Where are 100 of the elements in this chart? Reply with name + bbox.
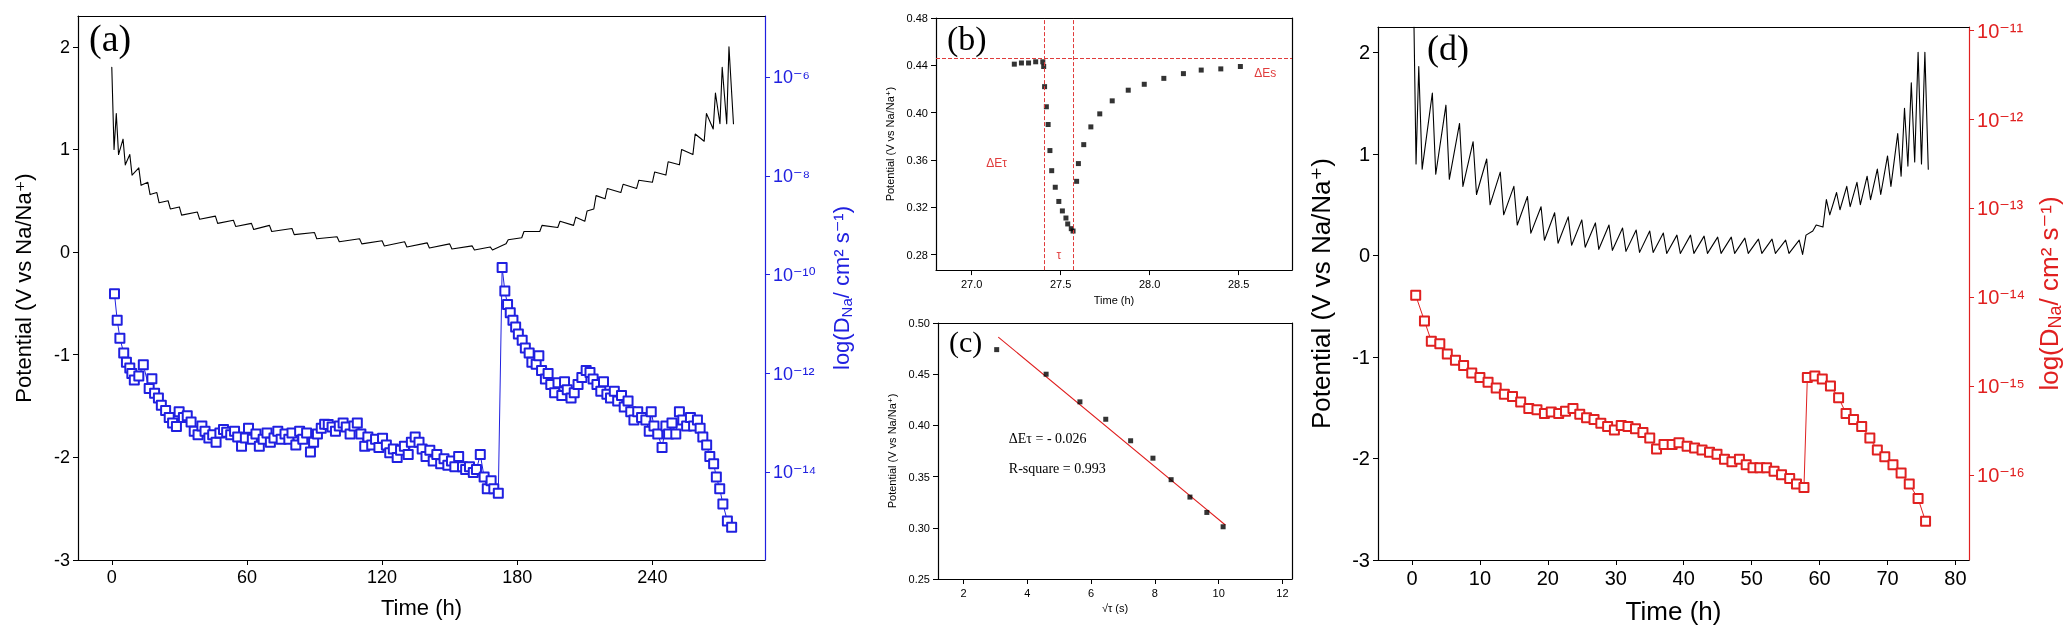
- y-tick-label: -1: [53, 344, 70, 365]
- annotation: ΔEs: [1254, 65, 1277, 80]
- point: [1150, 455, 1156, 461]
- point: [1026, 60, 1032, 66]
- y-tick-label: -2: [1352, 447, 1370, 470]
- x-tick-label: 8: [1151, 586, 1158, 599]
- point: [1047, 148, 1053, 154]
- y-tick-label: 0.35: [908, 470, 930, 483]
- x-tick-label: 70: [1876, 567, 1899, 589]
- y-tick-label: 0.36: [906, 154, 928, 167]
- y-tick-label: 1: [59, 139, 70, 160]
- y-tick-label: 0.40: [908, 419, 930, 432]
- point: [1097, 111, 1103, 117]
- chart-title: (c): [949, 324, 983, 359]
- y-tick-label: 0.32: [906, 201, 928, 214]
- point: [1075, 161, 1081, 167]
- point: [1065, 221, 1071, 227]
- point: [1125, 87, 1131, 93]
- y2-tick-label: 10⁻¹⁴: [1977, 286, 2026, 309]
- point: [1018, 60, 1024, 66]
- point: [1237, 64, 1243, 70]
- point: [1103, 416, 1109, 422]
- point: [1049, 168, 1055, 174]
- x-axis-title: Time (h): [1625, 596, 1722, 626]
- chart-title: (b): [947, 19, 987, 58]
- y2-axis-title: log(DNa/ cm² s⁻¹): [829, 205, 855, 370]
- x-tick-label: 2: [960, 586, 967, 599]
- y-tick-label: 0.28: [906, 248, 928, 261]
- y2-tick-label: 10⁻¹³: [1977, 197, 2024, 220]
- point: [1161, 75, 1167, 81]
- x-tick-label: 10: [1212, 586, 1225, 599]
- point: [1043, 371, 1049, 377]
- point: [1056, 198, 1062, 204]
- y-tick-label: 0.25: [908, 573, 930, 585]
- y-tick-label: 0.50: [908, 317, 930, 329]
- y2-tick-label: 10⁻¹²: [1977, 108, 2024, 131]
- x-tick-label: 4: [1024, 586, 1031, 599]
- y2-tick-label: 10⁻¹⁶: [1977, 463, 2025, 486]
- point: [1011, 61, 1017, 67]
- y-tick-label: -3: [1352, 549, 1370, 571]
- point: [1081, 142, 1087, 148]
- annotation: ΔEτ: [986, 156, 1008, 171]
- point: [1220, 524, 1226, 530]
- y2-tick-label: 10⁻¹⁴: [773, 462, 817, 483]
- y-tick-label: 2: [1358, 41, 1370, 64]
- x-tick-label: 240: [637, 567, 668, 587]
- x-tick-label: 80: [1944, 567, 1967, 589]
- x-tick-label: 40: [1672, 567, 1695, 589]
- point: [1187, 494, 1193, 500]
- y-tick-label: -1: [1352, 345, 1370, 368]
- point: [1204, 509, 1210, 515]
- x-tick-label: 0: [106, 567, 117, 587]
- chart-title: (a): [89, 17, 132, 60]
- annotation: R-square = 0.993: [1008, 461, 1106, 477]
- y-tick-label: -2: [53, 447, 70, 468]
- x-tick-label: 180: [502, 567, 533, 587]
- point: [1218, 66, 1224, 72]
- y-tick-label: 0.45: [908, 368, 930, 381]
- point: [1088, 124, 1094, 130]
- x-tick-label: 12: [1276, 586, 1289, 599]
- point: [1045, 122, 1051, 128]
- x-tick-label: 50: [1740, 567, 1763, 589]
- point: [1128, 438, 1134, 444]
- y2-tick-label: 10⁻⁸: [773, 165, 811, 186]
- x-tick-label: 28.5: [1227, 277, 1250, 290]
- x-tick-label: 6: [1088, 586, 1095, 599]
- x-tick-label: 30: [1604, 567, 1627, 589]
- point: [1109, 98, 1115, 104]
- y-tick-label: 1: [1358, 142, 1370, 165]
- y-axis-title: Potential (V vs Na/Na⁺): [886, 393, 899, 509]
- point: [1059, 208, 1065, 214]
- point: [1052, 184, 1058, 190]
- x-tick-label: 0: [1406, 567, 1418, 589]
- point: [1198, 67, 1204, 73]
- x-tick-label: 28.0: [1138, 277, 1161, 290]
- y-tick-label: 0: [59, 242, 70, 263]
- x-tick-label: 27.0: [960, 277, 983, 290]
- x-tick-label: 60: [236, 567, 257, 587]
- chart-title: (d): [1427, 28, 1469, 68]
- annotation: ΔEτ = - 0.026: [1008, 430, 1087, 446]
- point: [1077, 399, 1083, 405]
- y-tick-label: 0.44: [906, 59, 928, 72]
- x-tick-label: 120: [367, 567, 398, 587]
- point: [1063, 215, 1069, 221]
- y2-tick-label: 10⁻¹²: [773, 363, 815, 384]
- y2-tick-label: 10⁻¹¹: [1977, 19, 2024, 42]
- x-tick-label: 10: [1468, 567, 1492, 589]
- x-axis-title: √τ (s): [1101, 602, 1129, 615]
- point: [1141, 81, 1147, 87]
- y-tick-label: 0.30: [908, 521, 930, 534]
- x-axis-title: Time (h): [380, 594, 463, 620]
- y-axis-title: Potential (V vs Na/Na⁺): [884, 86, 897, 202]
- y2-tick-label: 10⁻¹⁰: [773, 264, 816, 285]
- x-axis-title: Time (h): [1093, 293, 1135, 306]
- point: [994, 347, 1000, 353]
- point: [1168, 477, 1174, 483]
- point: [1180, 71, 1186, 77]
- y2-tick-label: 10⁻¹⁵: [1977, 375, 2025, 398]
- x-tick-label: 20: [1536, 567, 1559, 589]
- y2-tick-label: 10⁻⁶: [773, 66, 810, 87]
